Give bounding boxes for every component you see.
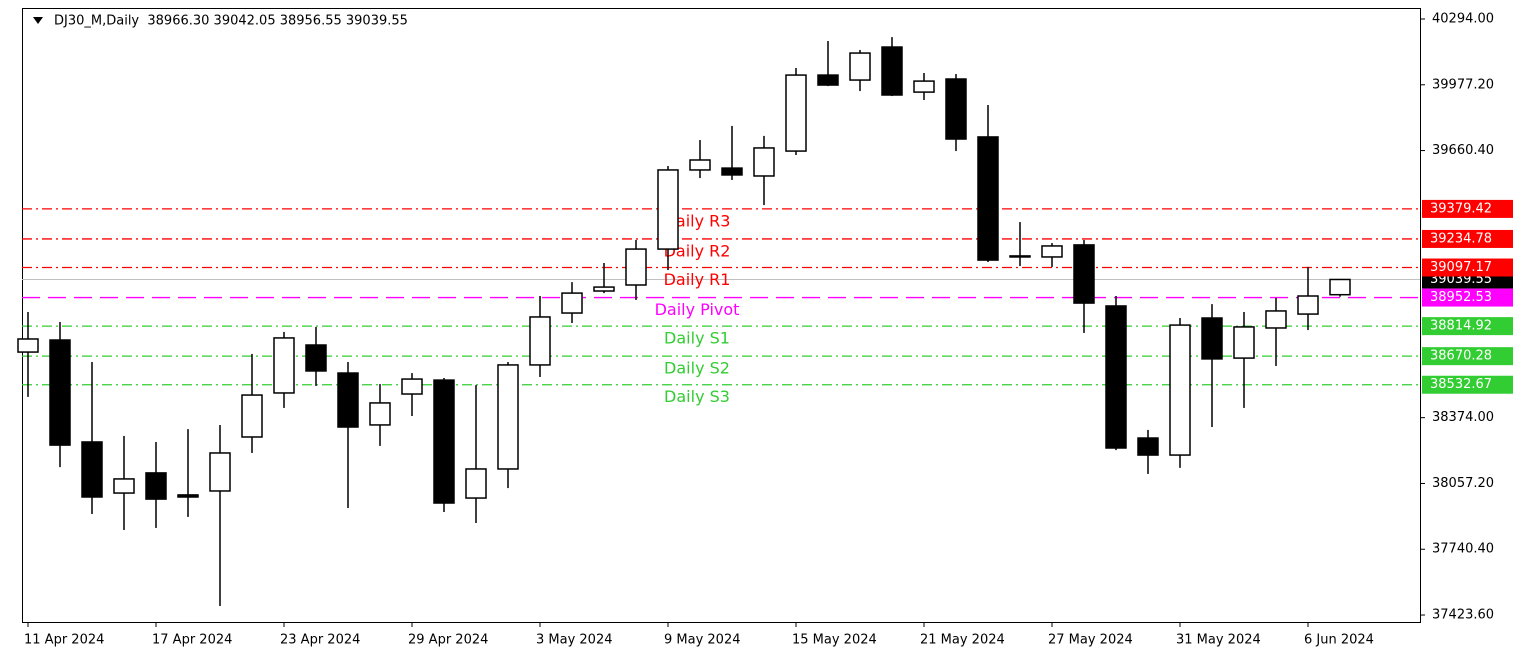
x-tick-label: 17 Apr 2024 [152, 633, 232, 648]
candle-body [305, 344, 327, 372]
candle-body [81, 441, 103, 498]
candle-body [977, 136, 999, 261]
level-tag [1422, 199, 1513, 218]
candle-body [433, 379, 455, 504]
x-tick-label: 3 May 2024 [536, 633, 613, 648]
level-label: Daily S2 [664, 359, 730, 378]
candle-body [1233, 326, 1255, 359]
level-tag [1422, 258, 1513, 277]
x-tick-label: 29 Apr 2024 [408, 633, 488, 648]
y-tick-label: 39660.40 [1432, 143, 1494, 158]
candle-body [1329, 278, 1351, 296]
candle-body [817, 74, 839, 86]
candle-body [1105, 305, 1127, 449]
level-tag-label: 38952.53 [1430, 290, 1492, 305]
candle-body [145, 472, 167, 500]
candle-body [785, 74, 807, 152]
level-label: Daily R3 [664, 211, 731, 230]
candle-body [593, 286, 615, 292]
x-tick-label: 6 Jun 2024 [1304, 633, 1374, 648]
candle-body [689, 159, 711, 171]
level-tag [1422, 229, 1513, 248]
candle-body [1009, 255, 1031, 258]
x-tick-label: 21 May 2024 [920, 633, 1005, 648]
x-tick-label: 15 May 2024 [792, 633, 877, 648]
candle-body [113, 478, 135, 494]
level-tag [1422, 288, 1513, 307]
candle-body [49, 339, 71, 446]
level-label: Daily S1 [664, 329, 730, 348]
candle-body [561, 292, 583, 314]
level-tag [1422, 317, 1513, 336]
candle-body [177, 494, 199, 498]
candle-body [1201, 317, 1223, 360]
level-tag-label: 39379.42 [1430, 201, 1492, 216]
x-tick-label: 11 Apr 2024 [24, 633, 104, 648]
x-tick-label: 23 Apr 2024 [280, 633, 360, 648]
candle-body [209, 452, 231, 492]
candle-body [1137, 437, 1159, 456]
candle-body [721, 167, 743, 176]
level-tag-label: 38532.67 [1430, 377, 1492, 392]
chart-title: DJ30_M,Daily 38966.30 39042.05 38956.55 … [54, 14, 408, 29]
menu-arrow[interactable] [33, 17, 43, 24]
candle-body [881, 46, 903, 96]
candle-body [625, 248, 647, 286]
x-tick-label: 31 May 2024 [1176, 633, 1261, 648]
y-tick-label: 38374.00 [1432, 410, 1494, 425]
level-tag-label: 38814.92 [1430, 319, 1492, 334]
candle-body [529, 316, 551, 366]
level-label: Daily Pivot [655, 300, 740, 319]
y-tick-label: 39977.20 [1432, 77, 1494, 92]
candle-body [465, 468, 487, 499]
plot-frame [22, 8, 1421, 623]
candle-body [1297, 295, 1319, 315]
candle-body [657, 169, 679, 250]
candle-body [17, 338, 39, 353]
level-label: Daily R1 [664, 270, 731, 289]
y-tick-label: 37423.60 [1432, 608, 1494, 623]
level-label: Daily R2 [664, 241, 731, 260]
level-tag [1422, 375, 1513, 394]
level-tag-label: 39097.17 [1430, 260, 1492, 275]
candle-body [1265, 310, 1287, 329]
candle-body [273, 337, 295, 394]
level-tag-label: 38670.28 [1430, 349, 1492, 364]
candle-body [1073, 244, 1095, 304]
candle-body [913, 80, 935, 93]
level-tag-label: 39234.78 [1430, 231, 1492, 246]
y-tick-label: 37740.40 [1432, 542, 1494, 557]
candle-body [849, 52, 871, 81]
level-tag [1422, 347, 1513, 366]
candle-body [1041, 245, 1063, 258]
x-tick-label: 27 May 2024 [1048, 633, 1133, 648]
candle-body [497, 364, 519, 470]
x-tick-label: 9 May 2024 [664, 633, 741, 648]
y-tick-label: 38057.20 [1432, 476, 1494, 491]
candle-body [945, 78, 967, 140]
candle-body [241, 394, 263, 438]
candle-body [337, 372, 359, 428]
candle-body [401, 378, 423, 395]
y-tick-label: 40294.00 [1432, 12, 1494, 27]
level-label: Daily S3 [664, 387, 730, 406]
candle-body [1169, 324, 1191, 456]
candle-body [753, 147, 775, 177]
candle-body [369, 402, 391, 426]
